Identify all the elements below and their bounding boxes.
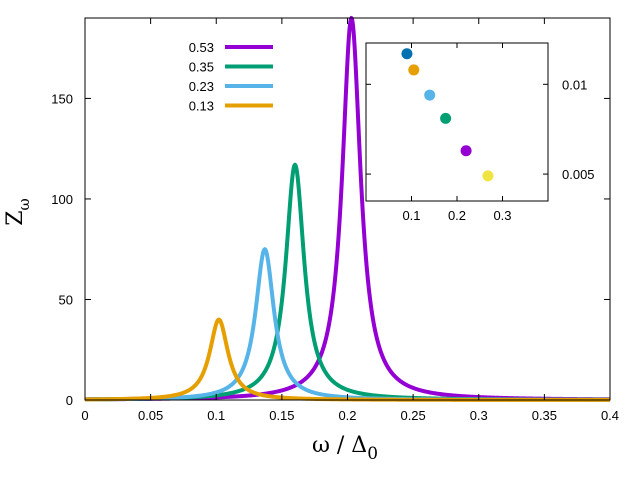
main-plot: 0 0.05 0.1 0.15 0.2 0.25 0.3 0.35 0.4 0 50 100 150 0.… bbox=[51, 16, 619, 423]
legend-label-0.53: 0.53 bbox=[189, 40, 214, 55]
x-tick-label: 0.1 bbox=[207, 408, 225, 423]
inset-x-tick-label: 0.1 bbox=[402, 208, 420, 223]
inset-y-tick-label: 0.01 bbox=[562, 77, 587, 92]
x-tick-label: 0.3 bbox=[470, 408, 488, 423]
inset-plot: 0.1 0.2 0.3 0.005 0.01 bbox=[365, 42, 595, 223]
x-tick-label: 0.35 bbox=[532, 408, 557, 423]
x-tick-label: 0 bbox=[81, 408, 88, 423]
legend-label-0.35: 0.35 bbox=[189, 60, 214, 75]
y-axis-title: Zω bbox=[3, 198, 33, 226]
inset-point bbox=[408, 64, 420, 76]
y-tick-label: 50 bbox=[59, 292, 73, 307]
y-axis-title-sub: ω bbox=[15, 198, 33, 210]
inset-point bbox=[424, 89, 436, 101]
x-tick-label: 0.4 bbox=[601, 408, 619, 423]
x-tick-label: 0.15 bbox=[269, 408, 294, 423]
y-tick-label: 0 bbox=[66, 393, 73, 408]
inset-frame bbox=[365, 42, 549, 202]
inset-point bbox=[460, 145, 472, 157]
y-tick-label: 100 bbox=[51, 192, 73, 207]
y-tick-label: 150 bbox=[51, 91, 73, 106]
inset-x-tick-label: 0.2 bbox=[448, 208, 466, 223]
x-tick-label: 0.05 bbox=[138, 408, 163, 423]
x-tick-label: 0.2 bbox=[338, 408, 356, 423]
x-axis-title-sub: 0 bbox=[367, 444, 378, 464]
inset-point bbox=[401, 48, 413, 60]
legend-label-0.13: 0.13 bbox=[189, 99, 214, 114]
inset-x-tick-label: 0.3 bbox=[493, 208, 511, 223]
x-axis-title: ω / Δ0 bbox=[312, 433, 378, 464]
x-tick-label: 0.25 bbox=[400, 408, 425, 423]
inset-point bbox=[482, 170, 494, 182]
legend: 0.53 0.35 0.23 0.13 bbox=[189, 40, 273, 114]
legend-label-0.23: 0.23 bbox=[189, 79, 214, 94]
inset-y-tick-label: 0.005 bbox=[562, 167, 595, 182]
x-axis-title-main: ω / Δ bbox=[312, 433, 367, 458]
inset-point bbox=[440, 112, 452, 124]
y-axis-title-main: Z bbox=[3, 210, 28, 225]
